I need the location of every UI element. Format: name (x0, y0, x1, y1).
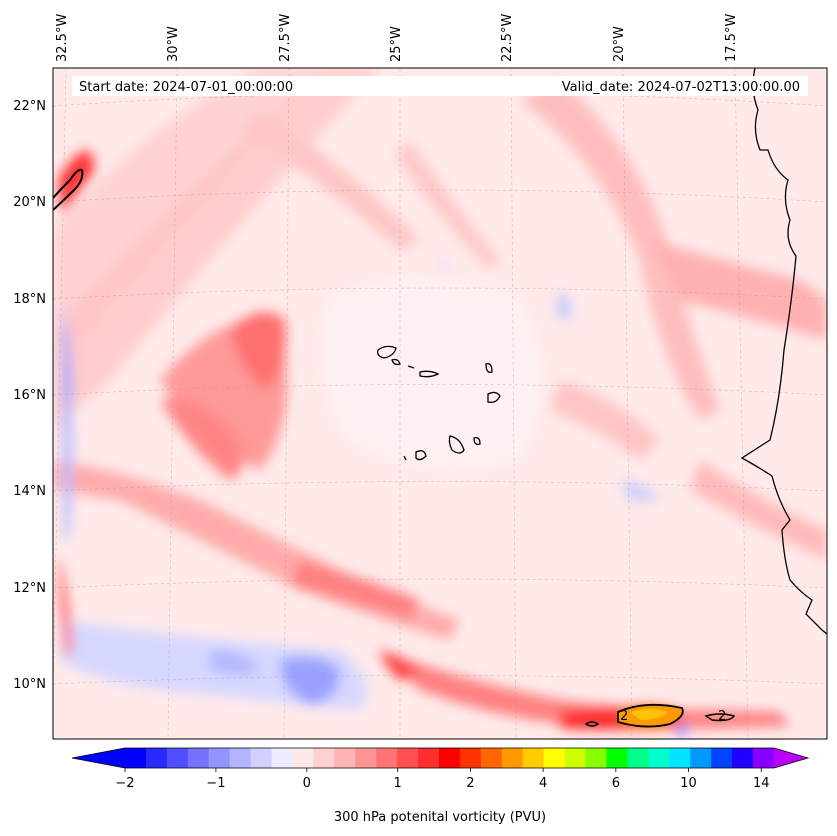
start-date-text: Start date: 2024-07-01_00:00:00 (79, 80, 293, 95)
colorbar-segment (690, 748, 712, 768)
map-frame (52, 67, 828, 740)
lon-tick-label: 17.5°W (724, 14, 739, 62)
contour-label: 2 (718, 709, 726, 724)
lat-tick-label: 20°N (13, 195, 46, 210)
colorbar-segment (334, 748, 356, 768)
colorbar-segment (229, 748, 252, 768)
lat-tick-label: 18°N (13, 292, 46, 307)
lon-tick-label: 27.5°W (278, 14, 293, 62)
pv-field: 2 2 (53, 68, 827, 739)
colorbar-segment (208, 748, 231, 768)
colorbar-extend-high (774, 748, 808, 768)
lat-tick-label: 10°N (13, 677, 46, 692)
longitude-tick-labels: 32.5°W 30°W 27.5°W 25°W 22.5°W 20°W 17.5… (55, 14, 739, 62)
colorbar-segment (250, 748, 273, 768)
lat-tick-label: 14°N (13, 484, 46, 499)
lat-tick-label: 16°N (13, 388, 46, 403)
colorbar-extend-low (72, 748, 125, 768)
colorbar-tick-label: −1 (206, 776, 225, 791)
colorbar-tick-label: 14 (753, 776, 770, 791)
contour-label: 2 (620, 709, 628, 724)
colorbar-segment (439, 748, 461, 768)
lon-tick-label: 30°W (166, 26, 181, 62)
colorbar-segment (166, 748, 189, 768)
colorbar-segment (292, 748, 315, 768)
colorbar: −2 −1 0 1 2 4 6 10 14 300 hPa potenital vorticit… (71, 747, 810, 825)
colorbar-segment (585, 748, 608, 768)
colorbar-segment (459, 748, 482, 768)
colorbar-tick-label: 4 (539, 776, 547, 791)
colorbar-segment (418, 748, 440, 768)
colorbar-segment (543, 748, 566, 768)
colorbar-tick-label: 10 (680, 776, 697, 791)
lat-tick-label: 12°N (13, 581, 46, 596)
colorbar-segment (187, 748, 210, 768)
date-banner: Start date: 2024-07-01_00:00:00 Valid_da… (72, 76, 808, 96)
cape-verde-islands (376, 345, 501, 461)
colorbar-segment (522, 748, 545, 768)
lon-tick-label: 32.5°W (55, 14, 70, 62)
colorbar-tick-label: −2 (115, 776, 134, 791)
colorbar-segment (753, 748, 775, 768)
colorbar-segment (732, 748, 754, 768)
coastline (740, 68, 827, 635)
colorbar-segment (480, 748, 503, 768)
colorbar-segment (564, 748, 587, 768)
colorbar-segment (648, 748, 670, 768)
colorbar-segment (271, 748, 294, 768)
colorbar-segment (145, 748, 168, 768)
colorbar-segment (125, 748, 147, 768)
valid-date-text: Valid_date: 2024-07-02T13:00:00.00 (562, 80, 800, 95)
colorbar-segments (125, 748, 775, 768)
colorbar-segment (313, 748, 335, 768)
colorbar-segment (397, 748, 419, 768)
colorbar-segment (711, 748, 733, 768)
colorbar-tick-label: 0 (303, 776, 311, 791)
latitude-tick-labels: 22°N 20°N 18°N 16°N 14°N 12°N 10°N (13, 99, 46, 692)
colorbar-segment (627, 748, 649, 768)
colorbar-label: 300 hPa potenital vorticity (PVU) (334, 810, 546, 825)
colorbar-segment (669, 748, 691, 768)
colorbar-segment (501, 748, 524, 768)
lon-tick-label: 25°W (389, 26, 404, 62)
colorbar-tick-label: 6 (612, 776, 620, 791)
colorbar-segment (606, 748, 629, 768)
lat-tick-label: 22°N (13, 99, 46, 114)
colorbar-tick-label: 1 (394, 776, 402, 791)
lon-tick-label: 20°W (612, 26, 627, 62)
colorbar-segment (355, 748, 377, 768)
gridlines (53, 68, 827, 739)
lon-tick-label: 22.5°W (500, 14, 515, 62)
colorbar-ticks: −2 −1 0 1 2 4 6 10 14 (115, 768, 770, 791)
colorbar-tick-label: 2 (466, 776, 474, 791)
colorbar-segment (376, 748, 398, 768)
